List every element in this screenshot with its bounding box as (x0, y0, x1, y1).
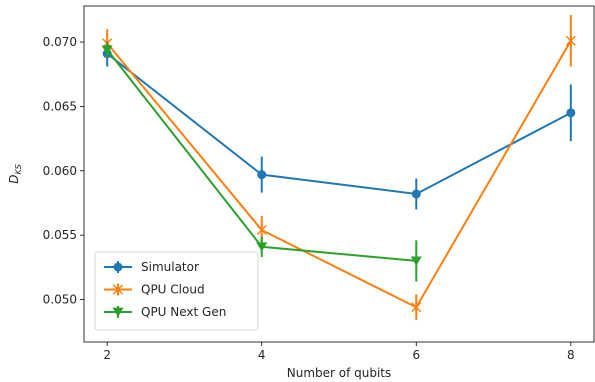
y-axis-label-main: D (7, 175, 21, 184)
legend: Simulator QPU Cloud QPU Next Gen (94, 251, 259, 331)
x-marker-stroke (256, 224, 267, 236)
series-qpu-cloud (102, 15, 576, 321)
y-axis-label-subscript: KS (14, 164, 23, 174)
x-marker-stroke (565, 35, 576, 46)
data-point (565, 35, 576, 46)
x-marker-stroke (112, 284, 124, 295)
legend-box (94, 251, 259, 331)
y-axis-ticks: 0.050 0.055 0.060 0.065 0.070 (43, 35, 84, 307)
legend-marker (113, 262, 123, 272)
y-tick-label: 0.050 (43, 293, 77, 307)
legend-label: Simulator (141, 260, 199, 274)
series-simulator (102, 40, 576, 210)
data-point (256, 224, 267, 236)
axes-frame (83, 5, 595, 343)
x-axis-label: Number of qubits (287, 366, 392, 380)
data-point (101, 45, 113, 55)
legend-marker (112, 284, 124, 295)
y-tick-label: 0.070 (43, 35, 77, 49)
legend-item: QPU Cloud (104, 283, 205, 297)
legend-label: QPU Next Gen (141, 305, 226, 319)
series-line (106, 40, 572, 309)
x-tick-label: 6 (412, 348, 420, 362)
x-marker-stroke (411, 302, 422, 313)
x-tick-label: 2 (103, 348, 111, 362)
legend-item: Simulator (104, 260, 199, 274)
y-tick-label: 0.060 (43, 164, 77, 178)
series-qpu-next-gen (101, 42, 422, 282)
y-axis-label: DKS (7, 164, 23, 184)
legend-marker (112, 307, 124, 317)
data-point (257, 170, 267, 180)
y-tick-label: 0.055 (43, 228, 77, 242)
data-point (411, 302, 422, 313)
plot-area (101, 15, 576, 321)
x-tick-label: 4 (258, 348, 266, 362)
legend-item: QPU Next Gen (104, 305, 226, 319)
x-tick-label: 8 (567, 348, 575, 362)
y-tick-label: 0.065 (43, 99, 77, 113)
data-point (411, 189, 421, 199)
series-line (106, 52, 572, 195)
data-point (256, 242, 268, 252)
data-point (410, 256, 422, 266)
data-point (566, 108, 576, 118)
legend-label: QPU Cloud (141, 283, 205, 297)
x-axis-ticks: 2 4 6 8 (103, 342, 575, 362)
